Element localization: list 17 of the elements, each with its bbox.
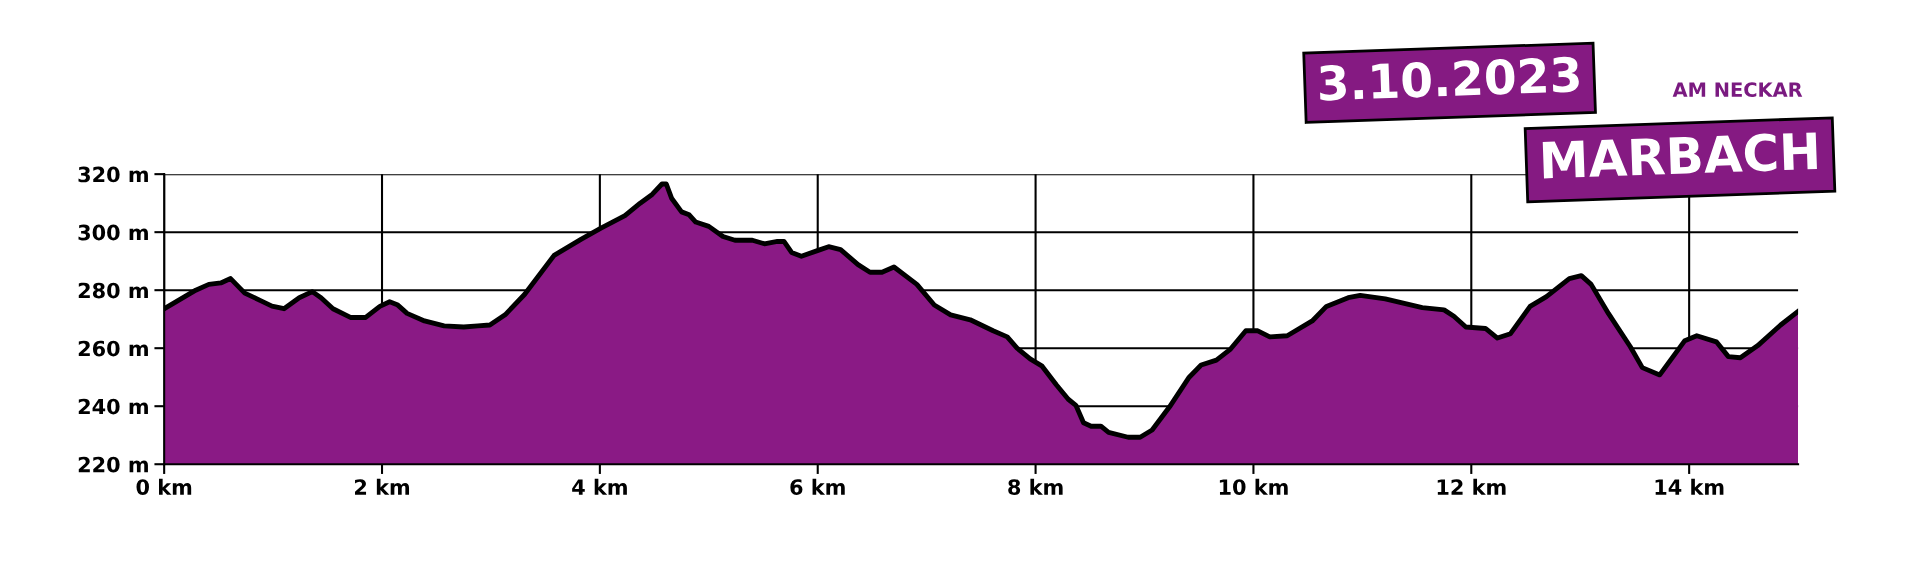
x-tick-label: 12 km [1437, 478, 1506, 495]
x-tick-label: 10 km [1219, 478, 1288, 495]
y-tick-label: 260 m [78, 340, 148, 357]
y-tick-label: 300 m [78, 224, 148, 241]
annotation: MARBACH [1542, 131, 1817, 180]
y-tick-label: 320 m [78, 166, 148, 183]
x-tick-label: 4 km [572, 478, 627, 495]
x-tick-label: 2 km [355, 478, 410, 495]
y-tick-label: 240 m [78, 398, 148, 415]
x-tick-label: 8 km [1008, 478, 1063, 495]
x-tick-label: 14 km [1655, 478, 1724, 495]
y-tick-label: 220 m [78, 456, 148, 473]
y-tick-label: 280 m [78, 282, 148, 299]
text: 3.10.2023 [1319, 56, 1580, 102]
x-tick-label: 0 km [136, 478, 192, 495]
text: AM NECKAR [1672, 82, 1803, 97]
x-tick-label: 6 km [790, 478, 845, 495]
